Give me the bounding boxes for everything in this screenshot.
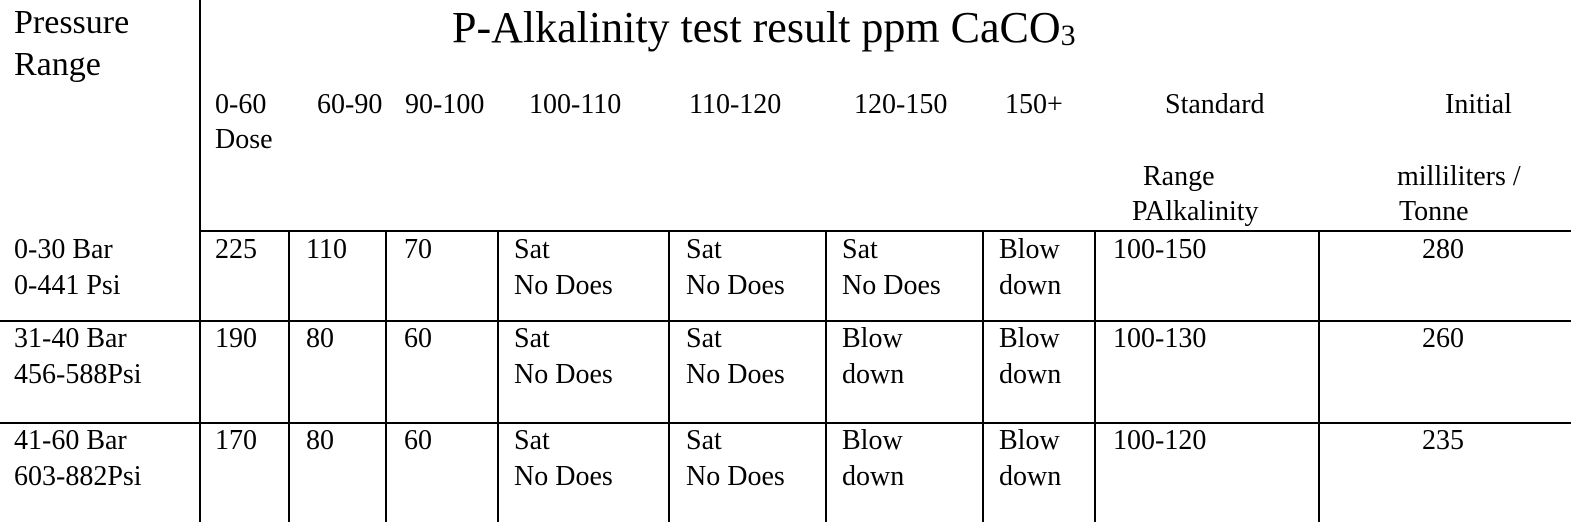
cell-90-100: 70 xyxy=(404,234,432,265)
cell-110-120-line2: No Does xyxy=(686,270,785,301)
cell-150-plus-line2: down xyxy=(999,270,1062,301)
col-header-150-plus: 150+ xyxy=(1005,89,1063,120)
cell-150-plus-line1: Blow xyxy=(999,323,1060,354)
col-divider-7 xyxy=(1094,230,1096,522)
cell-0-60: 190 xyxy=(215,323,257,354)
col-header-110-120: 110-120 xyxy=(689,89,782,120)
col-header-tonne: Tonne xyxy=(1399,196,1469,227)
cell-standard: 100-150 xyxy=(1113,234,1207,265)
cell-120-150-line2: down xyxy=(842,461,905,492)
cell-100-110-line1: Sat xyxy=(514,425,550,456)
col-divider-8 xyxy=(1318,230,1320,522)
cell-100-110-line2: No Does xyxy=(514,461,613,492)
cell-initial: 235 xyxy=(1422,425,1464,456)
left-column-divider xyxy=(199,0,201,522)
cell-110-120-line2: No Does xyxy=(686,461,785,492)
cell-100-110-line2: No Does xyxy=(514,270,613,301)
cell-150-plus-line2: down xyxy=(999,359,1062,390)
col-divider-4 xyxy=(668,230,670,522)
cell-150-plus-line1: Blow xyxy=(999,234,1060,265)
row-divider-1 xyxy=(0,320,1571,322)
pressure-range-label-line2: Range xyxy=(14,46,101,83)
cell-110-120-line1: Sat xyxy=(686,323,722,354)
col-divider-5 xyxy=(825,230,827,522)
cell-90-100: 60 xyxy=(404,323,432,354)
cell-120-150-line1: Blow xyxy=(842,323,903,354)
row-pressure-psi: 456-588Psi xyxy=(14,359,142,390)
pressure-range-label-line1: Pressure xyxy=(14,4,130,41)
col-header-90-100: 90-100 xyxy=(405,89,485,120)
cell-110-120-line1: Sat xyxy=(686,234,722,265)
cell-100-110-line1: Sat xyxy=(514,234,550,265)
cell-60-90: 80 xyxy=(306,425,334,456)
cell-110-120-line2: No Does xyxy=(686,359,785,390)
col-header-milliliters: milliliters / xyxy=(1397,161,1521,192)
cell-0-60: 170 xyxy=(215,425,257,456)
cell-initial: 280 xyxy=(1422,234,1464,265)
cell-150-plus-line1: Blow xyxy=(999,425,1060,456)
row-pressure-psi: 0-441 Psi xyxy=(14,270,121,301)
col-header-120-150: 120-150 xyxy=(854,89,948,120)
cell-110-120-line1: Sat xyxy=(686,425,722,456)
row-pressure-bar: 0-30 Bar xyxy=(14,234,113,265)
row-pressure-bar: 41-60 Bar xyxy=(14,425,127,456)
table-title: P-Alkalinity test result ppm CaCO3 xyxy=(452,3,1076,52)
cell-120-150-line1: Blow xyxy=(842,425,903,456)
col-header-100-110: 100-110 xyxy=(529,89,622,120)
col-divider-3 xyxy=(497,230,499,522)
col-header-palkalinity: PAlkalinity xyxy=(1132,196,1259,227)
cell-100-110-line2: No Does xyxy=(514,359,613,390)
col-header-standard: Standard xyxy=(1165,89,1265,120)
row-pressure-psi: 603-882Psi xyxy=(14,461,142,492)
cell-60-90: 110 xyxy=(306,234,347,265)
cell-standard: 100-130 xyxy=(1113,323,1207,354)
row-pressure-bar: 31-40 Bar xyxy=(14,323,127,354)
cell-standard: 100-120 xyxy=(1113,425,1207,456)
col-divider-2 xyxy=(385,230,387,522)
header-bottom-line xyxy=(199,230,1571,232)
title-subscript: 3 xyxy=(1060,19,1076,52)
cell-90-100: 60 xyxy=(404,425,432,456)
col-header-dose: Dose xyxy=(215,124,273,155)
cell-120-150-line2: No Does xyxy=(842,270,941,301)
cell-60-90: 80 xyxy=(306,323,334,354)
col-divider-6 xyxy=(982,230,984,522)
col-header-initial: Initial xyxy=(1445,89,1512,120)
cell-initial: 260 xyxy=(1422,323,1464,354)
row-divider-2 xyxy=(0,422,1571,424)
col-header-range: Range xyxy=(1143,161,1215,192)
cell-120-150-line2: down xyxy=(842,359,905,390)
col-divider-1 xyxy=(288,230,290,522)
cell-150-plus-line2: down xyxy=(999,461,1062,492)
cell-120-150-line1: Sat xyxy=(842,234,878,265)
cell-100-110-line1: Sat xyxy=(514,323,550,354)
col-header-0-60: 0-60 xyxy=(215,89,267,120)
col-header-60-90: 60-90 xyxy=(317,89,383,120)
cell-0-60: 225 xyxy=(215,234,257,265)
